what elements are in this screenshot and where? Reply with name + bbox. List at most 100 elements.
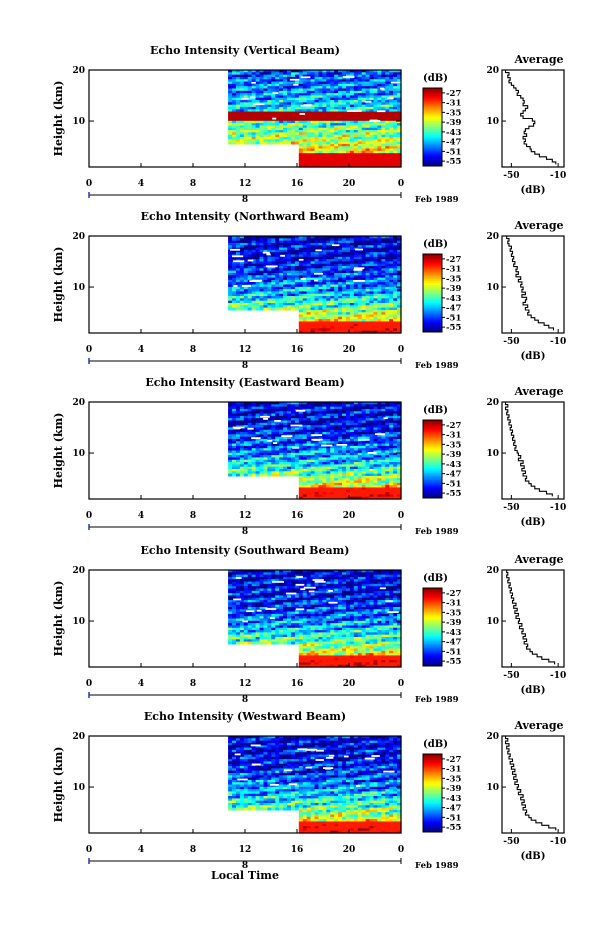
heatmap-cell [283, 413, 288, 417]
heatmap-cell [349, 247, 355, 251]
heatmap-cell [342, 415, 347, 419]
heatmap-cell [279, 111, 284, 115]
heatmap-cell [259, 296, 265, 299]
heatmap-cell [306, 309, 312, 313]
heatmap-cell [353, 100, 359, 103]
heatmap-cell [228, 277, 233, 281]
heatmap-cell [373, 494, 379, 498]
heatmap-cell [377, 136, 382, 140]
heatmap-cell [235, 298, 241, 302]
heatmap-cell [283, 88, 288, 92]
heatmap-cell [326, 482, 331, 486]
heatmap-cell [290, 100, 296, 103]
heatmap-cell [334, 160, 339, 163]
heatmap-cell [381, 282, 386, 286]
heatmap-cell [271, 443, 276, 447]
heatmap-cell [397, 104, 402, 108]
heatmap-cell [259, 275, 265, 279]
heatmap-cell [342, 104, 347, 108]
heatmap-cell [318, 425, 324, 429]
heatmap-cell [267, 473, 272, 477]
heatmap-cell [283, 111, 288, 115]
heatmap-cell [232, 100, 237, 103]
heatmap-cell [271, 245, 276, 249]
heatmap-cell [298, 252, 304, 256]
heatmap-cell [326, 496, 331, 500]
heatmap-cell [255, 242, 261, 246]
heatmap-cell [294, 270, 300, 274]
heatmap-cell [314, 452, 320, 456]
heatmap-cell [247, 275, 253, 279]
heatmap-cell [330, 494, 335, 498]
heatmap-cell [271, 402, 276, 405]
heatmap-cell [349, 143, 355, 147]
heatmap-cell [330, 70, 335, 73]
heatmap-cell [373, 155, 379, 159]
heatmap-cell [243, 254, 249, 258]
heatmap-cell [310, 88, 316, 92]
heatmap-cell [381, 93, 386, 97]
heatmap-cell [397, 102, 402, 106]
heatmap-cell [361, 436, 367, 440]
heatmap-cell [232, 261, 237, 265]
heatmap-cell [294, 302, 300, 306]
heatmap-cell [279, 402, 284, 405]
heatmap-cell [279, 464, 284, 468]
heatmap-cell [287, 236, 292, 239]
heatmap-cell [397, 79, 402, 83]
heatmap-cell [345, 462, 351, 465]
heatmap-cell [365, 455, 371, 459]
heatmap-cell [322, 475, 327, 479]
heatmap-cell [342, 309, 347, 313]
heatmap-cell [385, 256, 390, 260]
heatmap-cell [275, 236, 280, 239]
heatmap-cell [397, 323, 402, 327]
colorbar-segment [423, 111, 442, 114]
heatmap-cell [247, 109, 253, 113]
heatmap-cell [365, 415, 371, 419]
colorbar-segment [423, 261, 442, 265]
heatmap-cell [393, 104, 398, 108]
colorbar-segment [423, 279, 442, 282]
heatmap-cell [385, 247, 390, 251]
heatmap-cell [287, 127, 292, 131]
heatmap-cell [259, 307, 265, 311]
heatmap-cell [271, 296, 276, 299]
heatmap-cell [235, 81, 241, 85]
heatmap-cell [294, 118, 300, 122]
heatmap-cell [263, 102, 268, 106]
heatmap-cell [310, 268, 316, 272]
heatmap-cell [365, 293, 371, 297]
heatmap-cell [294, 123, 300, 127]
heatmap-cell [338, 249, 343, 253]
heatmap-cell [349, 300, 355, 304]
heatmap-cell [334, 323, 339, 327]
heatmap-cell [247, 473, 253, 477]
heatmap-cell [263, 289, 268, 293]
heatmap-cell [381, 97, 386, 101]
heatmap-cell [357, 106, 363, 110]
heatmap-cell [318, 160, 324, 163]
heatmap-cell [365, 402, 371, 405]
heatmap-cell [369, 471, 375, 475]
heatmap-cell [393, 153, 398, 157]
heatmap-cell [338, 478, 343, 482]
heatmap-cell [385, 282, 390, 286]
heatmap-cell [294, 434, 300, 438]
heatmap-cell [314, 88, 320, 92]
heatmap-cell [322, 164, 327, 168]
heatmap-cell [243, 286, 249, 290]
heatmap-cell [243, 76, 249, 80]
heatmap-cell [369, 494, 375, 498]
heatmap-cell [263, 408, 268, 412]
heatmap-cell [271, 88, 276, 92]
heatmap-cell [357, 302, 363, 306]
heatmap-cell [243, 418, 249, 422]
heatmap-cell [349, 104, 355, 108]
heatmap-cell [361, 104, 367, 108]
heatmap-cell [330, 263, 335, 267]
heatmap-cell [334, 120, 339, 124]
profile-y-tick-label: 20 [486, 66, 499, 76]
heatmap-cell [330, 275, 335, 279]
heatmap-cell [294, 74, 300, 78]
